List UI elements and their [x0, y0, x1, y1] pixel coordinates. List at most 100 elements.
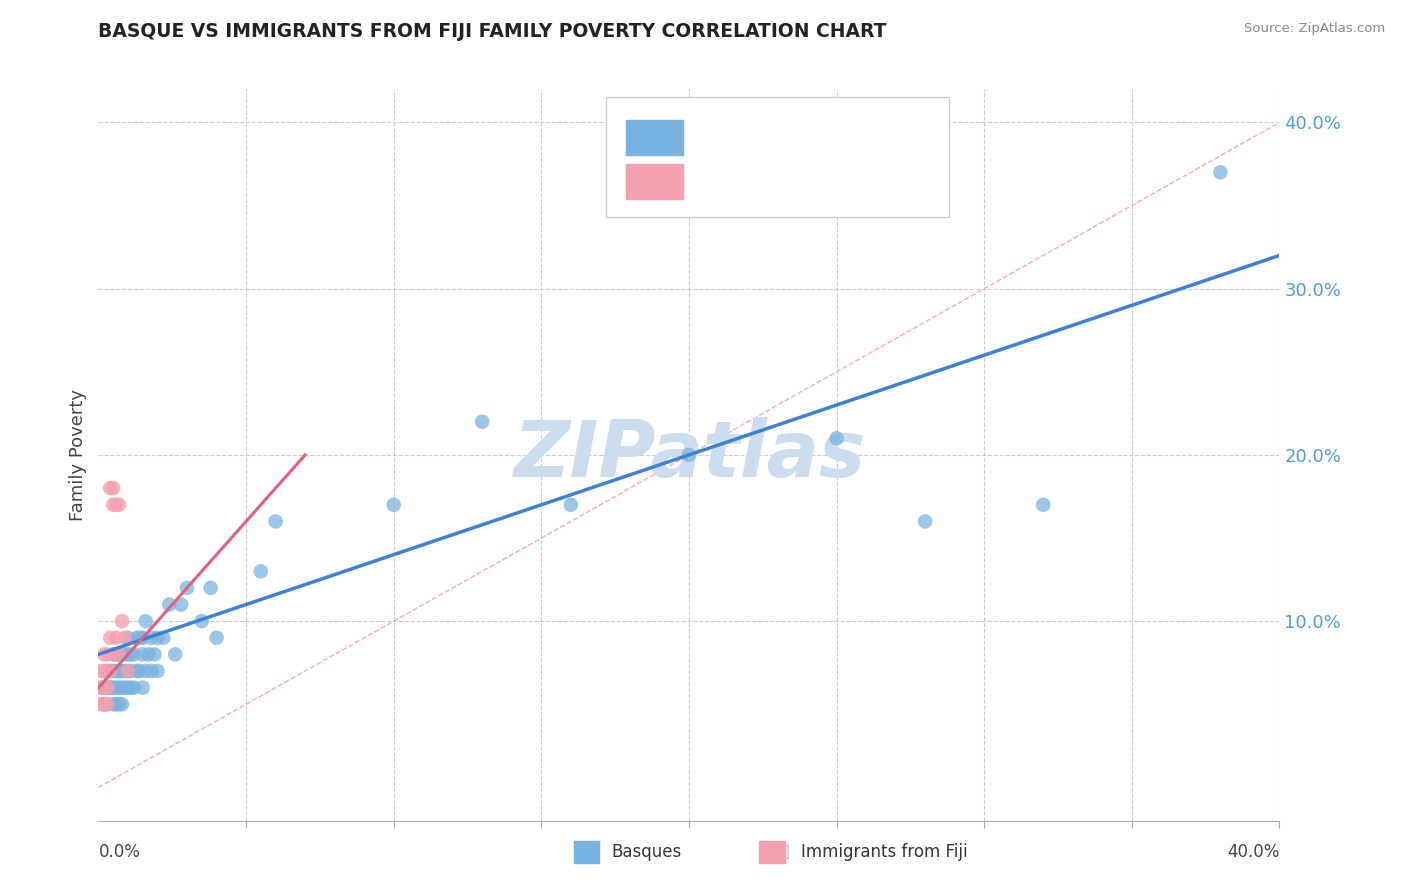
Point — [471, 415, 494, 429]
Bar — [626, 120, 683, 155]
Point — [132, 648, 155, 662]
Text: BASQUE VS IMMIGRANTS FROM FIJI FAMILY POVERTY CORRELATION CHART: BASQUE VS IMMIGRANTS FROM FIJI FAMILY PO… — [98, 22, 887, 41]
Point — [105, 648, 128, 662]
Point — [114, 631, 136, 645]
Point — [114, 648, 136, 662]
Point — [120, 664, 142, 678]
Point — [96, 681, 118, 695]
Point — [165, 648, 187, 662]
FancyBboxPatch shape — [606, 96, 949, 218]
Point — [1032, 498, 1054, 512]
Point — [103, 698, 125, 712]
Text: R = 0.423: R = 0.423 — [700, 169, 803, 189]
Point — [111, 664, 134, 678]
Point — [128, 664, 150, 678]
Point — [176, 581, 198, 595]
Point — [98, 481, 121, 495]
Point — [103, 648, 125, 662]
Point — [135, 664, 157, 678]
Point — [382, 498, 405, 512]
Point — [96, 648, 118, 662]
Text: 40.0%: 40.0% — [1227, 843, 1279, 861]
Y-axis label: Family Poverty: Family Poverty — [69, 389, 87, 521]
Point — [117, 681, 139, 695]
Point — [93, 648, 115, 662]
Point — [138, 648, 160, 662]
Point — [111, 698, 134, 712]
Point — [93, 698, 115, 712]
Point — [98, 631, 121, 645]
Point — [93, 664, 115, 678]
Point — [132, 631, 155, 645]
Point — [108, 648, 131, 662]
Point — [135, 614, 157, 628]
Point — [157, 598, 180, 612]
Point — [90, 698, 112, 712]
Point — [250, 564, 273, 578]
Point — [105, 681, 128, 695]
Point — [108, 648, 131, 662]
Point — [108, 664, 131, 678]
Point — [914, 515, 936, 529]
Point — [103, 664, 125, 678]
Point — [98, 664, 121, 678]
Point — [146, 631, 169, 645]
Point — [170, 598, 193, 612]
Point — [111, 681, 134, 695]
Point — [90, 681, 112, 695]
Text: □: □ — [581, 842, 600, 862]
Text: N = 24: N = 24 — [842, 169, 912, 189]
Point — [191, 614, 214, 628]
Point — [122, 648, 145, 662]
Text: Basques: Basques — [612, 843, 682, 861]
Point — [93, 681, 115, 695]
Point — [96, 664, 118, 678]
Point — [111, 614, 134, 628]
Bar — [759, 841, 785, 863]
Point — [114, 681, 136, 695]
Point — [103, 648, 125, 662]
Point — [96, 698, 118, 712]
Text: 0.0%: 0.0% — [98, 843, 141, 861]
Point — [125, 664, 148, 678]
Point — [200, 581, 222, 595]
Point — [93, 698, 115, 712]
Point — [141, 664, 163, 678]
Text: Immigrants from Fiji: Immigrants from Fiji — [801, 843, 969, 861]
Text: Source: ZipAtlas.com: Source: ZipAtlas.com — [1244, 22, 1385, 36]
Point — [120, 648, 142, 662]
Point — [152, 631, 174, 645]
Point — [108, 681, 131, 695]
Bar — [574, 841, 599, 863]
Point — [105, 631, 128, 645]
Bar — [626, 164, 683, 199]
Point — [105, 698, 128, 712]
Point — [90, 681, 112, 695]
Point — [141, 631, 163, 645]
Point — [103, 681, 125, 695]
Point — [108, 498, 131, 512]
Point — [114, 664, 136, 678]
Point — [117, 664, 139, 678]
Point — [105, 664, 128, 678]
Point — [96, 698, 118, 712]
Point — [825, 431, 848, 445]
Point — [103, 498, 125, 512]
Text: N = 68: N = 68 — [842, 126, 912, 145]
Point — [120, 681, 142, 695]
Point — [132, 681, 155, 695]
Point — [98, 681, 121, 695]
Point — [103, 481, 125, 495]
Point — [117, 648, 139, 662]
Point — [125, 631, 148, 645]
Text: ZIPatlas: ZIPatlas — [513, 417, 865, 493]
Text: R = 0.495: R = 0.495 — [700, 126, 803, 145]
Point — [146, 664, 169, 678]
Point — [98, 664, 121, 678]
Point — [96, 664, 118, 678]
Point — [117, 631, 139, 645]
Point — [117, 664, 139, 678]
Point — [108, 698, 131, 712]
Point — [96, 681, 118, 695]
Point — [122, 681, 145, 695]
